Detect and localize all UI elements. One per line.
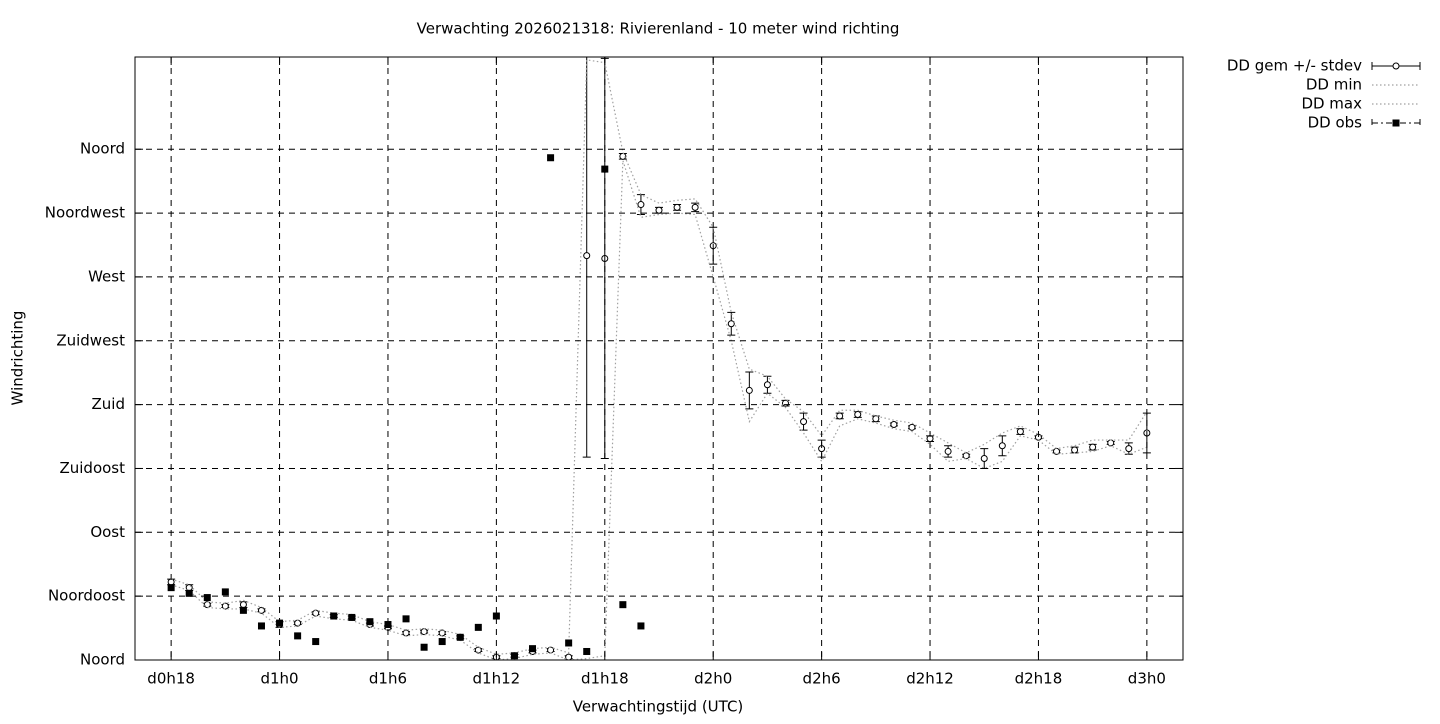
legend-label: DD min <box>1306 76 1362 94</box>
mean-point <box>257 606 265 614</box>
mean-point <box>980 455 988 463</box>
x-tick-label: d3h0 <box>1128 670 1166 688</box>
y-tick-label: Zuidwest <box>56 331 125 349</box>
mean-point <box>745 386 753 394</box>
mean-point <box>565 653 573 660</box>
y-tick-label: Noordoost <box>48 587 125 605</box>
mean-point <box>872 415 880 423</box>
plot-border <box>134 56 1184 661</box>
mean-point <box>1016 428 1024 436</box>
y-axis-label: Windrichting <box>9 311 27 406</box>
x-tick-label: d2h12 <box>906 670 954 688</box>
obs-point <box>330 612 338 620</box>
mean-point <box>637 201 645 209</box>
obs-point <box>438 638 446 646</box>
mean-point <box>239 601 247 609</box>
obs-point <box>637 622 645 630</box>
mean-point <box>908 423 916 431</box>
obs-point <box>402 615 410 623</box>
mean-point <box>727 320 735 328</box>
obs-point <box>474 623 482 631</box>
mean-point <box>294 619 302 627</box>
obs-point <box>239 606 247 614</box>
x-tick-label: d2h6 <box>803 670 841 688</box>
mean-point <box>1071 446 1079 454</box>
mean-point <box>998 442 1006 450</box>
obs-point <box>583 647 591 655</box>
y-tick-label: Noordwest <box>45 204 125 222</box>
mean-point <box>547 646 555 654</box>
y-tick-label: Oost <box>90 523 125 541</box>
mean-point <box>221 602 229 610</box>
obs-point <box>456 633 464 641</box>
obs-point <box>384 621 392 629</box>
obs-point <box>420 643 428 651</box>
mean-point <box>944 447 952 455</box>
legend-label: DD obs <box>1308 114 1363 132</box>
mean-point <box>1107 439 1115 447</box>
obs-point <box>547 154 555 162</box>
y-tick-label: Noord <box>80 651 125 669</box>
obs-point <box>185 589 193 597</box>
obs-point <box>366 618 374 626</box>
y-tick-label: Zuidoost <box>59 459 125 477</box>
x-tick-label: d1h12 <box>473 670 521 688</box>
obs-point <box>492 612 500 620</box>
mean-point <box>781 399 789 407</box>
mean-point <box>203 601 211 609</box>
obs-point <box>529 645 537 653</box>
mean-point <box>420 628 428 636</box>
legend-sample <box>1392 119 1400 127</box>
x-tick-label: d1h0 <box>260 670 298 688</box>
x-tick-label: d0h18 <box>147 670 195 688</box>
mean-point <box>402 629 410 637</box>
obs-point <box>257 622 265 630</box>
obs-point <box>203 594 211 602</box>
mean-point <box>438 629 446 637</box>
y-tick-label: West <box>88 267 125 285</box>
mean-point <box>583 252 591 260</box>
obs-point <box>565 639 573 647</box>
mean-point <box>312 609 320 617</box>
mean-point <box>673 203 681 211</box>
mean-point <box>962 452 970 460</box>
obs-point <box>294 632 302 640</box>
obs-point <box>348 613 356 621</box>
x-tick-label: d1h6 <box>369 670 407 688</box>
mean-point <box>655 206 663 214</box>
obs-point <box>221 588 229 596</box>
x-tick-label: d2h18 <box>1015 670 1063 688</box>
y-tick-label: Noord <box>80 140 125 158</box>
mean-point <box>854 411 862 419</box>
mean-point <box>800 418 808 426</box>
mean-point <box>763 381 771 389</box>
x-tick-label: d2h0 <box>694 670 732 688</box>
series-line <box>170 59 1148 655</box>
mean-point <box>1089 443 1097 451</box>
legend-label: DD gem +/- stdev <box>1227 57 1362 75</box>
x-axis-label: Verwachtingstijd (UTC) <box>573 698 744 716</box>
plot-area <box>167 57 1151 660</box>
obs-point <box>312 638 320 646</box>
mean-point <box>890 420 898 428</box>
obs-point <box>619 601 627 609</box>
series-line <box>170 160 1148 660</box>
legend-sample <box>1392 62 1400 70</box>
mean-point <box>474 646 482 654</box>
mean-point <box>691 203 699 211</box>
x-tick-label: d1h18 <box>581 670 629 688</box>
chart-title: Verwachting 2026021318: Rivierenland - 1… <box>417 20 900 38</box>
mean-point <box>836 412 844 420</box>
obs-point <box>510 652 518 660</box>
y-tick-label: Zuid <box>92 395 125 413</box>
legend-label: DD max <box>1301 95 1362 113</box>
mean-point <box>1125 445 1133 453</box>
